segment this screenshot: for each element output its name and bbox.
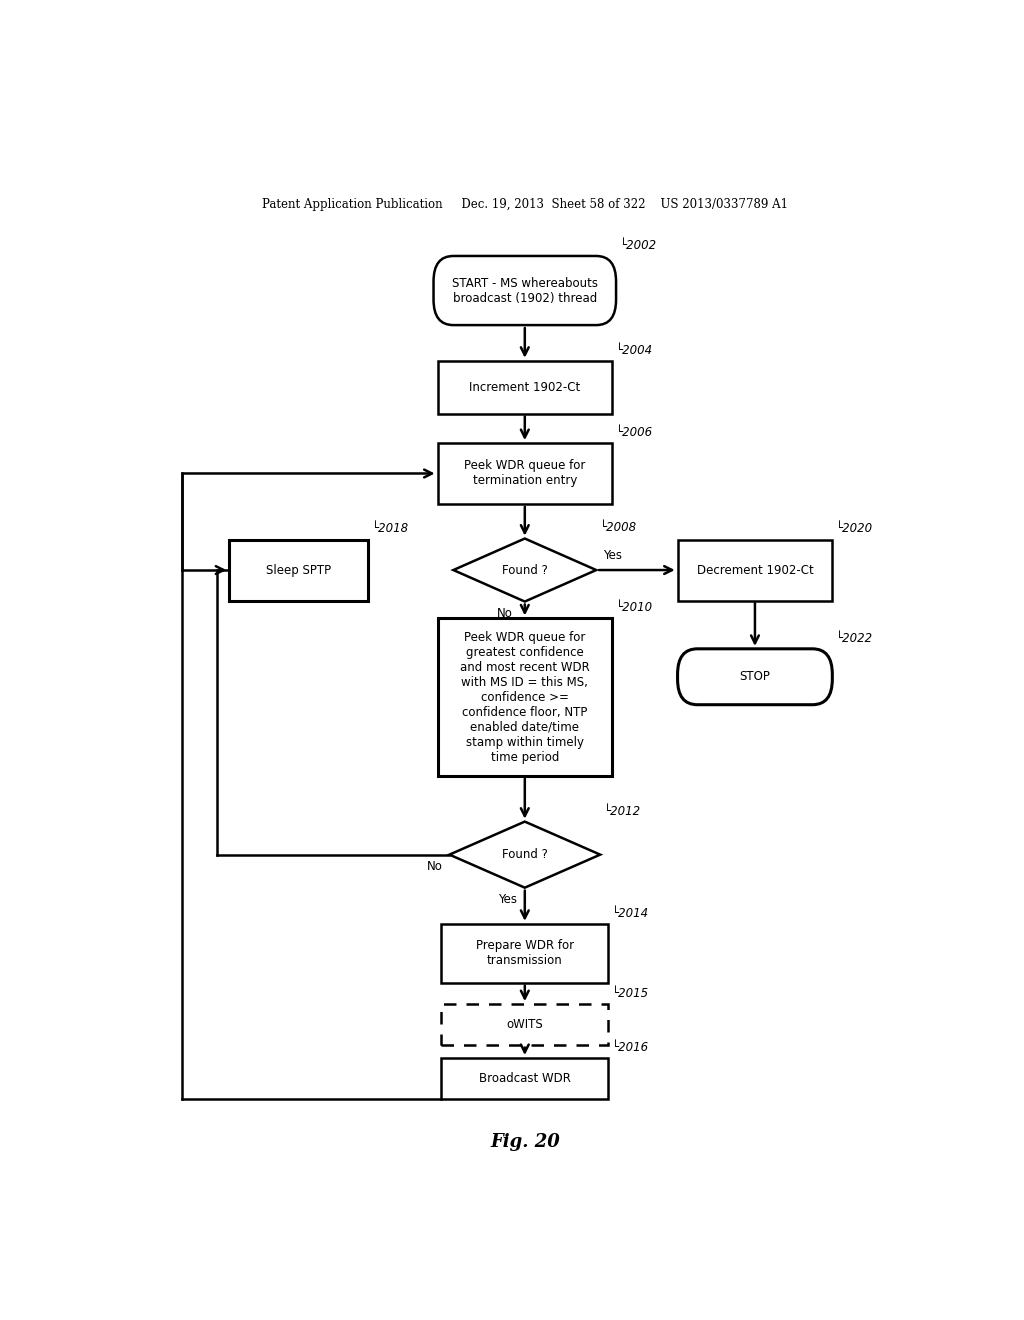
Bar	[437, 444, 612, 504]
Bar	[441, 924, 608, 982]
Text: Yes: Yes	[498, 892, 517, 906]
Text: No: No	[497, 607, 513, 619]
Text: Sleep SPTP: Sleep SPTP	[266, 564, 331, 577]
Text: Peek WDR queue for
termination entry: Peek WDR queue for termination entry	[464, 459, 586, 487]
Text: START - MS whereabouts
broadcast (1902) thread: START - MS whereabouts broadcast (1902) …	[452, 276, 598, 305]
Text: Peek WDR queue for
greatest confidence
and most recent WDR
with MS ID = this MS,: Peek WDR queue for greatest confidence a…	[460, 631, 590, 763]
FancyBboxPatch shape	[678, 649, 833, 705]
Text: oWITS: oWITS	[507, 1018, 543, 1031]
Text: Yes: Yes	[602, 549, 622, 562]
Text: Prepare WDR for
transmission: Prepare WDR for transmission	[476, 940, 573, 968]
Text: └2015: └2015	[612, 987, 649, 1001]
Bar	[437, 618, 612, 776]
Text: └2010: └2010	[616, 601, 653, 614]
Text: Found ?: Found ?	[502, 564, 548, 577]
Bar	[441, 1005, 608, 1044]
Polygon shape	[450, 821, 600, 887]
Bar	[678, 540, 833, 601]
Text: └2002: └2002	[620, 239, 657, 252]
Text: Broadcast WDR: Broadcast WDR	[479, 1072, 570, 1085]
Text: └2012: └2012	[604, 804, 641, 817]
Text: No: No	[427, 859, 443, 873]
Text: Fig. 20: Fig. 20	[489, 1134, 560, 1151]
FancyBboxPatch shape	[433, 256, 616, 325]
Text: └2022: └2022	[837, 632, 873, 644]
Bar	[437, 360, 612, 413]
Text: Increment 1902-Ct: Increment 1902-Ct	[469, 380, 581, 393]
Text: └2004: └2004	[616, 343, 653, 356]
Text: Found ?: Found ?	[502, 849, 548, 861]
Text: └2020: └2020	[837, 523, 873, 536]
Text: └2014: └2014	[612, 907, 649, 920]
Text: └2018: └2018	[372, 523, 410, 536]
Polygon shape	[454, 539, 596, 602]
Bar	[441, 1057, 608, 1098]
Text: └2008: └2008	[600, 521, 637, 535]
Bar	[229, 540, 368, 601]
Text: Patent Application Publication     Dec. 19, 2013  Sheet 58 of 322    US 2013/033: Patent Application Publication Dec. 19, …	[262, 198, 787, 211]
Text: STOP: STOP	[739, 671, 770, 684]
Text: └2006: └2006	[616, 426, 653, 440]
Text: Decrement 1902-Ct: Decrement 1902-Ct	[696, 564, 813, 577]
Text: └2016: └2016	[612, 1041, 649, 1053]
